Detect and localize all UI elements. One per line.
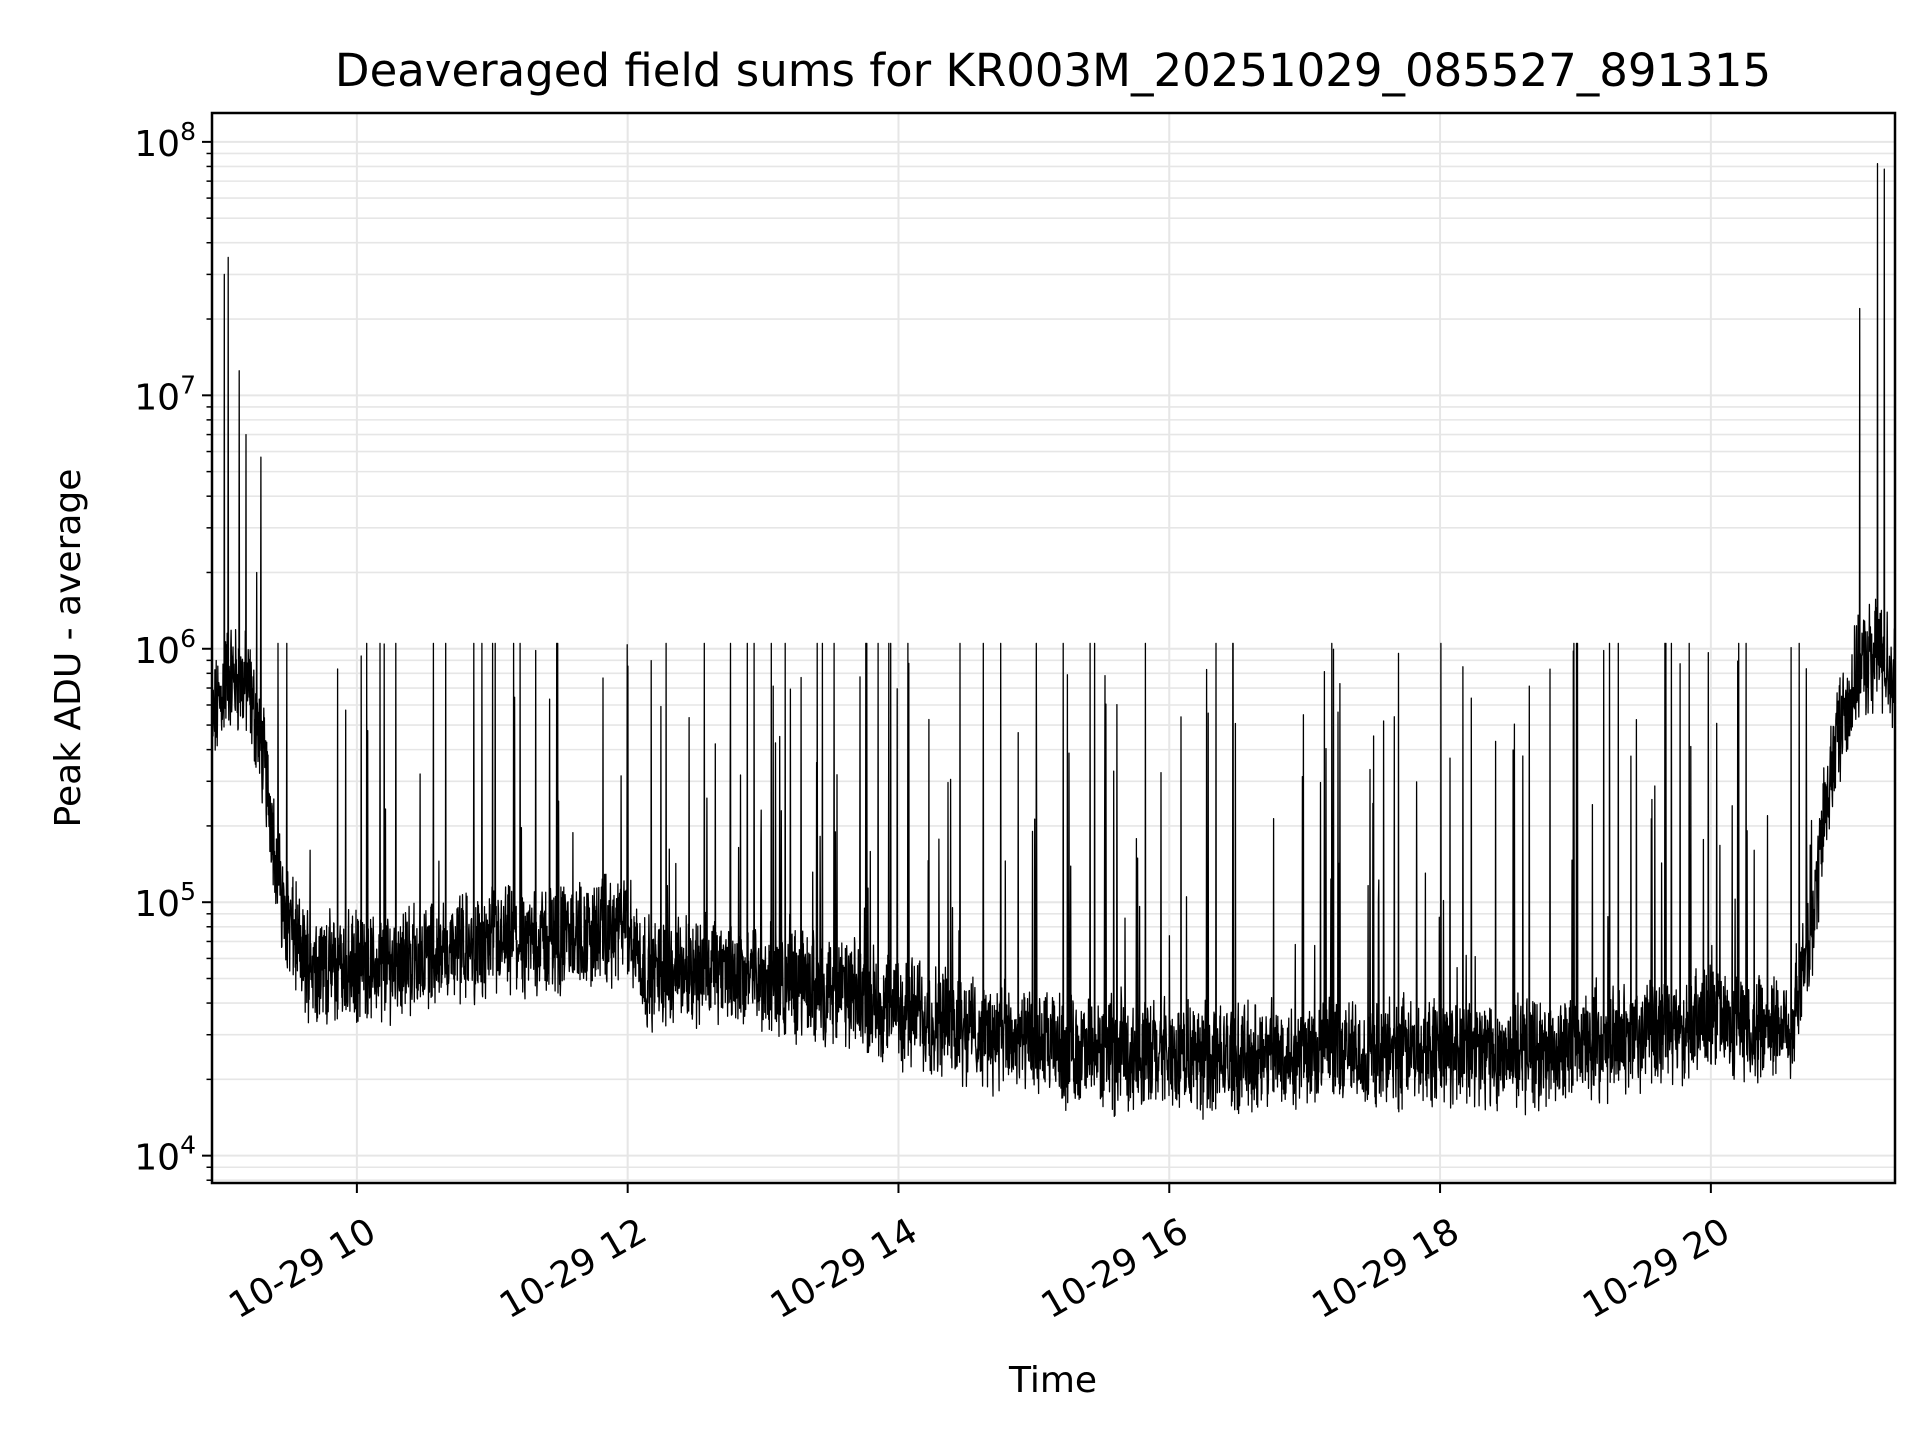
y-tick-label: 104: [134, 1131, 196, 1179]
y-tick-exponent: 8: [180, 117, 196, 146]
x-axis-title: Time: [1008, 1360, 1097, 1401]
y-tick-label: 106: [134, 624, 196, 672]
y-tick-base: 10: [134, 884, 180, 925]
data-series: [211, 163, 1896, 1120]
y-tick-label: 105: [134, 877, 196, 925]
y-tick-base: 10: [134, 631, 180, 672]
series-line: [211, 163, 1896, 1120]
y-tick-base: 10: [134, 377, 180, 418]
y-tick-base: 10: [134, 124, 180, 165]
y-axis-title: Peak ADU - average: [48, 469, 89, 828]
y-tick-base: 10: [134, 1138, 180, 1179]
y-tick-label: 107: [134, 370, 196, 418]
y-tick-exponent: 5: [180, 877, 196, 906]
y-tick-label: 108: [134, 117, 196, 165]
y-tick-exponent: 6: [180, 624, 196, 653]
y-tick-exponent: 4: [180, 1131, 196, 1160]
y-tick-exponent: 7: [180, 370, 196, 399]
chart-title: Deaveraged field sums for KR003M_2025102…: [335, 44, 1771, 97]
